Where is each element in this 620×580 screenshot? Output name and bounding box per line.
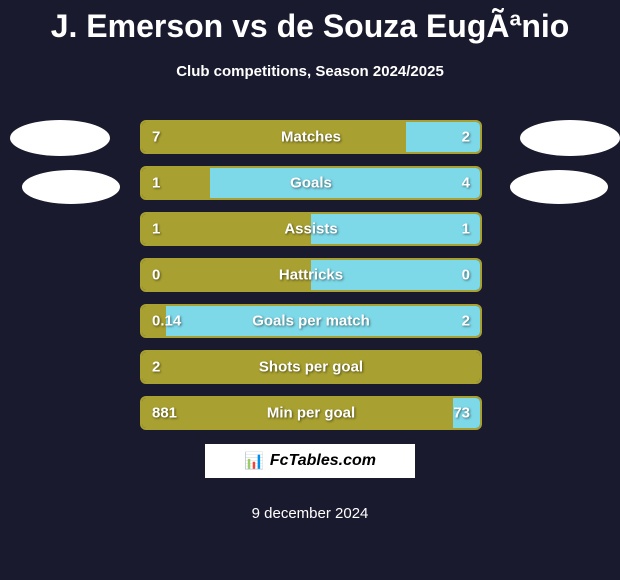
page-title: J. Emerson vs de Souza EugÃªnio xyxy=(0,0,620,45)
footer-date: 9 december 2024 xyxy=(252,505,369,522)
stat-value-right: 4 xyxy=(462,175,470,192)
stat-value-left: 0 xyxy=(152,267,160,284)
stat-row: 881 Min per goal 73 xyxy=(140,396,482,430)
player-right-avatar-2 xyxy=(510,170,608,204)
chart-icon: 📊 xyxy=(244,451,264,471)
stat-label: Shots per goal xyxy=(259,359,363,376)
player-left-avatar-2 xyxy=(22,170,120,204)
stat-row: 1 Goals 4 xyxy=(140,166,482,200)
stat-label: Goals xyxy=(290,175,332,192)
stat-value-right: 1 xyxy=(462,221,470,238)
stat-value-left: 7 xyxy=(152,129,160,146)
stat-value-left: 881 xyxy=(152,405,177,422)
stat-value-right: 73 xyxy=(453,405,470,422)
stat-row: 1 Assists 1 xyxy=(140,212,482,246)
stat-value-right: 2 xyxy=(462,313,470,330)
player-left-avatar-1 xyxy=(10,120,110,156)
player-right-avatar-1 xyxy=(520,120,620,156)
footer-logo: 📊 FcTables.com xyxy=(205,444,415,478)
stats-container: 7 Matches 2 1 Goals 4 1 Assists 1 0 Hattricks 0 0.14… xyxy=(140,120,482,442)
stat-value-right: 2 xyxy=(462,129,470,146)
stat-value-left: 0.14 xyxy=(152,313,181,330)
stat-value-left: 2 xyxy=(152,359,160,376)
stat-label: Assists xyxy=(284,221,337,238)
stat-row: 0.14 Goals per match 2 xyxy=(140,304,482,338)
stat-row: 2 Shots per goal xyxy=(140,350,482,384)
stat-label: Hattricks xyxy=(279,267,343,284)
stat-value-left: 1 xyxy=(152,221,160,238)
stat-row: 7 Matches 2 xyxy=(140,120,482,154)
stat-label: Min per goal xyxy=(267,405,355,422)
footer-logo-text: FcTables.com xyxy=(270,452,376,470)
stat-value-right: 0 xyxy=(462,267,470,284)
stat-bar-left xyxy=(142,122,406,152)
stat-row: 0 Hattricks 0 xyxy=(140,258,482,292)
stat-label: Goals per match xyxy=(252,313,370,330)
stat-value-left: 1 xyxy=(152,175,160,192)
stat-label: Matches xyxy=(281,129,341,146)
stat-bar-right xyxy=(210,168,480,198)
page-subtitle: Club competitions, Season 2024/2025 xyxy=(0,63,620,80)
